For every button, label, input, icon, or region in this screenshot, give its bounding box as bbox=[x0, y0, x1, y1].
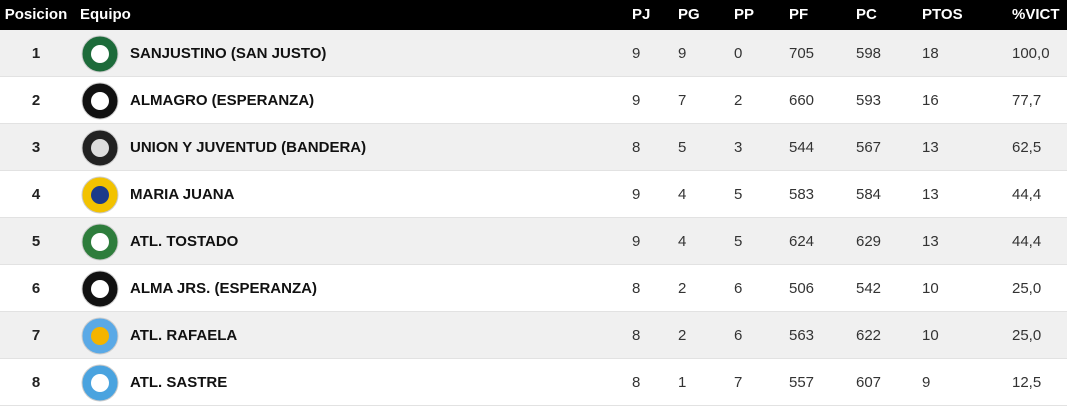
stat-cell: 0 bbox=[734, 45, 743, 62]
team-name: ALMAGRO (ESPERANZA) bbox=[130, 92, 315, 109]
header-row: Posicion Equipo PJ PG PP PF PC PTOS %VICT bbox=[0, 0, 1067, 30]
stat-cell: 2 bbox=[678, 280, 687, 297]
stat-cell: 44,4 bbox=[1012, 233, 1042, 250]
stat-cell: 584 bbox=[856, 186, 882, 203]
stat-cell: 44,4 bbox=[1012, 186, 1042, 203]
stat-cell: 77,7 bbox=[1012, 92, 1042, 109]
position-cell: 2 bbox=[31, 92, 41, 109]
stat-cell: 9 bbox=[632, 92, 641, 109]
stat-cell: 10 bbox=[922, 327, 939, 344]
table-row: 2 ALMAGRO (ESPERANZA) 9 7 2 660 593 16 77,7 bbox=[0, 77, 1067, 124]
position-cell: 7 bbox=[31, 327, 41, 344]
table-row: 6 ALMA JRS. (ESPERANZA) 8 2 6 506 542 10 25,0 bbox=[0, 265, 1067, 312]
stat-cell: 660 bbox=[789, 92, 815, 109]
header-cell: %VICT bbox=[1012, 6, 1060, 23]
position-cell: 3 bbox=[31, 139, 41, 156]
stat-cell: 2 bbox=[734, 92, 743, 109]
team-logo bbox=[81, 317, 119, 355]
team-name: ATL. RAFAELA bbox=[130, 327, 238, 344]
stat-cell: 5 bbox=[734, 186, 743, 203]
stat-cell: 9 bbox=[632, 45, 641, 62]
stat-cell: 12,5 bbox=[1012, 374, 1042, 391]
header-cell: PP bbox=[734, 6, 755, 23]
stat-cell: 7 bbox=[734, 374, 743, 391]
stat-cell: 8 bbox=[632, 139, 641, 156]
stat-cell: 7 bbox=[678, 92, 687, 109]
header-cell: Posicion bbox=[4, 6, 68, 23]
stat-cell: 2 bbox=[678, 327, 687, 344]
team-name: ATL. SASTRE bbox=[130, 374, 228, 391]
team-logo bbox=[81, 129, 119, 167]
position-cell: 1 bbox=[31, 45, 41, 62]
stat-cell: 4 bbox=[678, 233, 687, 250]
stat-cell: 598 bbox=[856, 45, 882, 62]
team-name: ALMA JRS. (ESPERANZA) bbox=[130, 280, 317, 297]
table-row: 7 ATL. RAFAELA 8 2 6 563 622 10 25,0 bbox=[0, 312, 1067, 359]
stat-cell: 4 bbox=[678, 186, 687, 203]
stat-cell: 5 bbox=[734, 233, 743, 250]
table-row: 5 ATL. TOSTADO 9 4 5 624 629 13 44,4 bbox=[0, 218, 1067, 265]
stat-cell: 9 bbox=[632, 186, 641, 203]
team-logo bbox=[81, 364, 119, 402]
team-logo bbox=[81, 270, 119, 308]
stat-cell: 629 bbox=[856, 233, 882, 250]
stat-cell: 13 bbox=[922, 139, 939, 156]
stat-cell: 13 bbox=[922, 233, 939, 250]
stat-cell: 557 bbox=[789, 374, 815, 391]
stat-cell: 593 bbox=[856, 92, 882, 109]
stat-cell: 607 bbox=[856, 374, 882, 391]
stat-cell: 13 bbox=[922, 186, 939, 203]
position-cell: 8 bbox=[31, 374, 41, 391]
stat-cell: 9 bbox=[922, 374, 931, 391]
stat-cell: 622 bbox=[856, 327, 882, 344]
stat-cell: 542 bbox=[856, 280, 882, 297]
header-cell: PF bbox=[789, 6, 809, 23]
stat-cell: 10 bbox=[922, 280, 939, 297]
stat-cell: 705 bbox=[789, 45, 815, 62]
stat-cell: 9 bbox=[632, 233, 641, 250]
stat-cell: 506 bbox=[789, 280, 815, 297]
stat-cell: 5 bbox=[678, 139, 687, 156]
team-name: SANJUSTINO (SAN JUSTO) bbox=[130, 45, 327, 62]
stat-cell: 8 bbox=[632, 280, 641, 297]
table-row: 1 SANJUSTINO (SAN JUSTO) 9 9 0 705 598 18 100,0 bbox=[0, 30, 1067, 77]
team-logo bbox=[81, 223, 119, 261]
position-cell: 4 bbox=[31, 186, 41, 203]
stat-cell: 6 bbox=[734, 280, 743, 297]
stat-cell: 8 bbox=[632, 327, 641, 344]
team-name: ATL. TOSTADO bbox=[130, 233, 239, 250]
header-cell: PTOS bbox=[922, 6, 963, 23]
stat-cell: 62,5 bbox=[1012, 139, 1042, 156]
stat-cell: 25,0 bbox=[1012, 327, 1042, 344]
team-logo bbox=[81, 176, 119, 214]
team-logo bbox=[81, 35, 119, 73]
team-logo bbox=[81, 82, 119, 120]
position-cell: 5 bbox=[31, 233, 41, 250]
stat-cell: 8 bbox=[632, 374, 641, 391]
stat-cell: 624 bbox=[789, 233, 815, 250]
table-row: 4 MARIA JUANA 9 4 5 583 584 13 44,4 bbox=[0, 171, 1067, 218]
stat-cell: 6 bbox=[734, 327, 743, 344]
stat-cell: 544 bbox=[789, 139, 815, 156]
stat-cell: 18 bbox=[922, 45, 939, 62]
header-cell: PG bbox=[678, 6, 700, 23]
stat-cell: 567 bbox=[856, 139, 882, 156]
table-row: 8 ATL. SASTRE 8 1 7 557 607 9 12,5 bbox=[0, 359, 1067, 406]
position-cell: 6 bbox=[31, 280, 41, 297]
header-cell: PC bbox=[856, 6, 877, 23]
table-row: 3 UNION Y JUVENTUD (BANDERA) 8 5 3 544 567 13 62… bbox=[0, 124, 1067, 171]
stat-cell: 583 bbox=[789, 186, 815, 203]
stat-cell: 3 bbox=[734, 139, 743, 156]
team-name: UNION Y JUVENTUD (BANDERA) bbox=[130, 139, 367, 156]
stat-cell: 100,0 bbox=[1012, 45, 1050, 62]
stat-cell: 9 bbox=[678, 45, 687, 62]
stat-cell: 16 bbox=[922, 92, 939, 109]
header-cell: Equipo bbox=[80, 6, 131, 23]
team-name: MARIA JUANA bbox=[130, 186, 235, 203]
stat-cell: 563 bbox=[789, 327, 815, 344]
header-cell: PJ bbox=[632, 6, 651, 23]
stat-cell: 25,0 bbox=[1012, 280, 1042, 297]
stat-cell: 1 bbox=[678, 374, 687, 391]
